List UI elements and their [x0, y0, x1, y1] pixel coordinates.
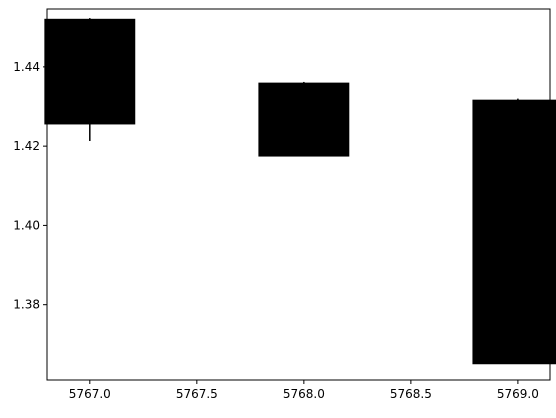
axes: 5767.0 5767.5 5768.0 5768.5 5769.0 1.38 1.40 1.…	[13, 8, 551, 401]
x-tick-label-3: 5768.5	[390, 387, 432, 401]
y-tick-label-3: 1.44	[13, 60, 40, 74]
candle-body-2	[472, 99, 556, 365]
y-tick-label-2: 1.42	[13, 139, 40, 153]
x-tick-label-1: 5767.5	[176, 387, 218, 401]
candle-body-0	[44, 18, 136, 125]
y-tick-label-0: 1.38	[13, 298, 40, 312]
x-tick-label-0: 5767.0	[69, 387, 111, 401]
axes-frame	[46, 8, 551, 381]
plot-area	[44, 18, 556, 365]
x-tick-label-4: 5769.0	[497, 387, 539, 401]
candle-body-1	[258, 82, 350, 157]
y-tick-label-1: 1.40	[13, 218, 40, 232]
x-tick-label-2: 5768.0	[283, 387, 325, 401]
